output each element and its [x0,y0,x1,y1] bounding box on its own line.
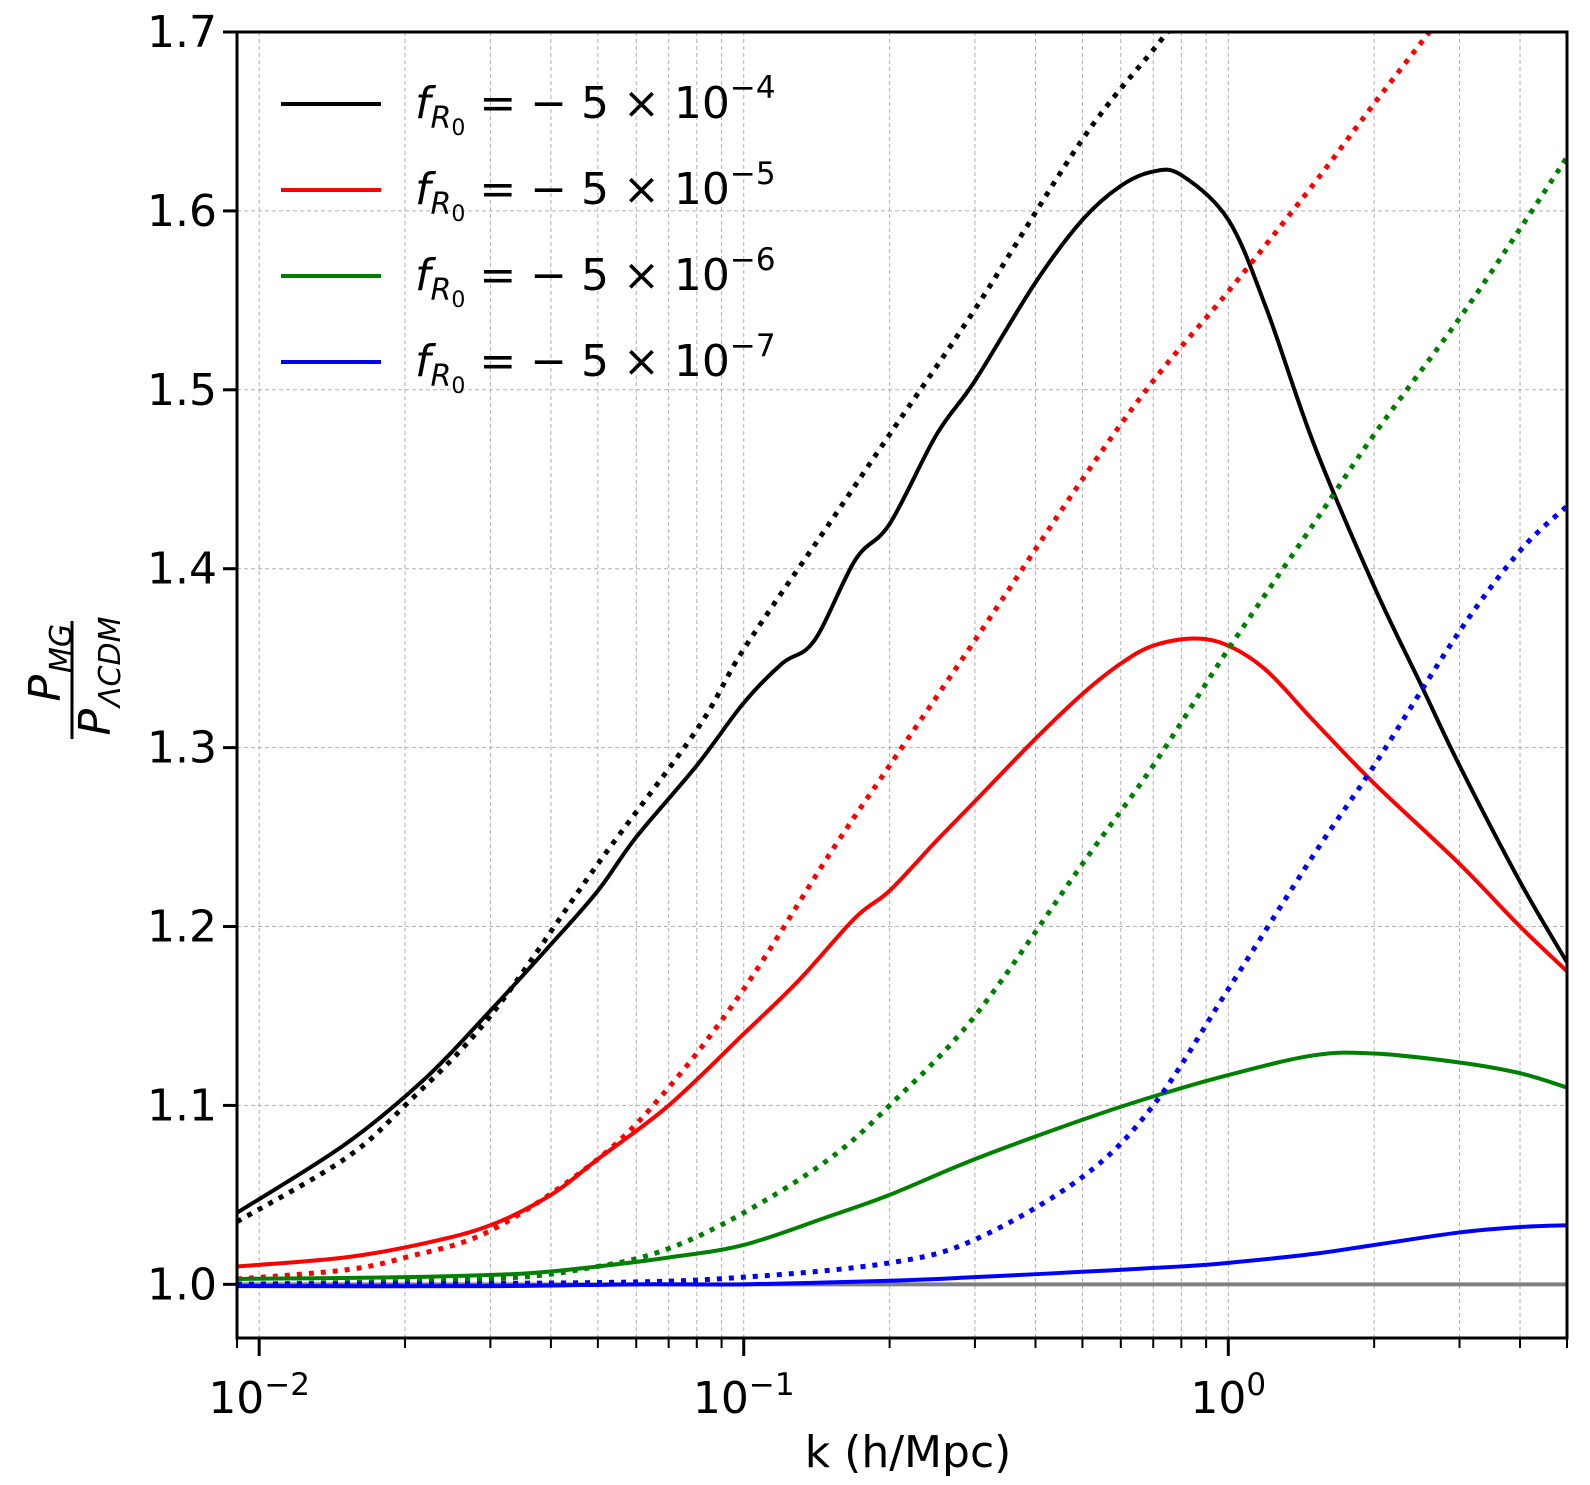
legend-label-3-exp: −7 [730,328,776,364]
y-axis-numerator-sub: MG [44,624,79,673]
legend-label-1: fR0 = − 5 × 10−5 [415,156,776,227]
series-line-2 [237,636,1567,1269]
legend-label-0-sub: R [431,101,452,136]
y-axis-denominator-sub: ΛCDM [93,616,128,709]
series-line-0 [237,167,1567,1215]
x-tick-label-base-1: 10 [693,1373,749,1424]
legend-label-2-sub: R [431,273,452,308]
legend-label-1-sub: R [431,187,452,222]
legend-label-2: fR0 = − 5 × 10−6 [415,242,776,313]
x-tick-label-exp-2: 0 [1246,1367,1266,1403]
series-line-7 [237,504,1567,1287]
y-tick-label-5: 1.5 [147,365,217,416]
legend-label-0: fR0 = − 5 × 10−4 [415,70,776,141]
x-tick-label-2: 100 [1190,1367,1266,1424]
legend-label-0-subsub: 0 [451,116,465,141]
axes: 1.01.11.21.31.41.51.61.710−2 10−1 100 [147,7,1569,1424]
x-tick-label-exp-0: −2 [264,1367,310,1403]
y-tick-label-2: 1.2 [147,902,217,953]
y-axis-title: P MG P ΛCDM [20,616,128,739]
series-line-3 [237,32,1432,1282]
legend-label-3-sub: R [431,359,452,394]
y-tick-label-1: 1.1 [147,1080,217,1131]
y-tick-label-6: 1.6 [147,186,217,237]
legend-label-0-text: = − 5 × 10 [465,78,730,129]
y-tick-label-7: 1.7 [147,7,217,58]
legend-label-3-subsub: 0 [451,374,465,399]
x-tick-label-base-0: 10 [208,1373,264,1424]
x-tick-label-0: 10−2 [208,1367,310,1424]
legend-label-1-subsub: 0 [451,202,465,227]
y-tick-label-3: 1.3 [147,723,217,774]
legend-label-2-text: = − 5 × 10 [465,250,730,301]
series-group [237,32,1567,1289]
x-axis-title: k (h/Mpc) [805,1427,1012,1478]
x-tick-label-exp-1: −1 [749,1367,795,1403]
legend-label-2-exp: −6 [730,242,776,278]
x-tick-label-base-2: 10 [1190,1373,1246,1424]
x-tick-label-1: 10−1 [693,1367,795,1424]
y-tick-label-4: 1.4 [147,544,217,595]
legend-label-1-text: = − 5 × 10 [465,164,730,215]
y-tick-label-0: 1.0 [147,1259,217,1310]
series-line-5 [237,155,1567,1287]
legend-label-2-subsub: 0 [451,288,465,313]
legend-label-3: fR0 = − 5 × 10−7 [415,328,776,399]
legend-label-0-exp: −4 [730,70,776,106]
y-axis-denominator: P [70,709,121,736]
y-axis-numerator: P [20,675,71,702]
legend-label-3-text: = − 5 × 10 [465,336,730,387]
plot-frame [235,30,1569,1340]
legend-label-1-exp: −5 [730,156,776,192]
series-line-4 [237,1050,1567,1281]
